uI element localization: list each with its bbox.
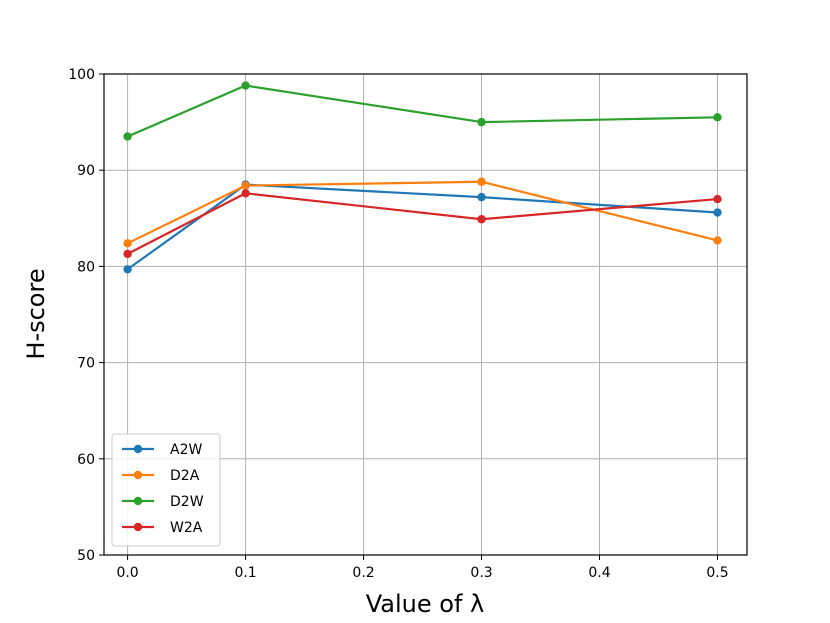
data-point-d2a (713, 236, 722, 245)
data-point-w2a (477, 215, 486, 224)
x-tick-label: 0.4 (588, 565, 610, 581)
x-tick-label: 0.2 (352, 565, 374, 581)
x-axis-title: Value of λ (366, 590, 485, 618)
data-point-d2w (713, 113, 722, 122)
y-tick-label: 100 (68, 67, 95, 83)
y-axis-title: H-score (22, 268, 50, 359)
y-tick-label: 50 (77, 548, 95, 564)
legend-swatch-marker-d2w (133, 496, 143, 506)
legend-swatch-marker-a2w (133, 444, 143, 454)
data-point-w2a (241, 189, 250, 198)
series-group (123, 81, 722, 274)
series-line-d2a (127, 180, 718, 245)
series-line-w2a (127, 192, 718, 255)
legend-label-d2w: D2W (170, 494, 204, 510)
data-point-a2w (713, 208, 722, 217)
data-point-d2w (123, 132, 132, 141)
x-tick-label: 0.1 (234, 565, 256, 581)
y-tick-label: 90 (77, 163, 95, 179)
legend-swatch-marker-w2a (133, 522, 143, 532)
legend-label-a2w: A2W (170, 442, 202, 458)
data-point-d2w (477, 117, 486, 127)
legend: A2W D2A D2W W2A (111, 433, 221, 547)
legend-label-d2a: D2A (170, 468, 200, 484)
legend-label-w2a: W2A (170, 520, 203, 536)
x-tick-label: 0.0 (116, 565, 138, 581)
data-point-d2a (241, 181, 250, 190)
data-point-d2a (477, 177, 486, 186)
y-tick-label: 70 (77, 356, 95, 372)
legend-box (111, 433, 221, 547)
legend-swatch-marker-d2a (133, 470, 143, 480)
data-point-w2a (713, 194, 722, 204)
y-tick-label: 60 (77, 452, 95, 468)
data-point-a2w (123, 265, 132, 274)
plot-frame (103, 73, 748, 556)
data-point-a2w (477, 192, 486, 202)
x-tick-label: 0.5 (706, 565, 728, 581)
data-point-d2w (241, 81, 250, 90)
data-point-w2a (123, 249, 132, 259)
y-tick-label: 80 (77, 259, 95, 275)
data-point-d2a (123, 239, 132, 248)
series-line-a2w (126, 183, 718, 271)
axis-ticks: 0.0 0.1 0.2 0.3 0.4 0.5 50 60 70 80 90 100 (68, 67, 728, 581)
x-tick-label: 0.3 (470, 565, 492, 581)
series-line-d2w (127, 84, 718, 138)
